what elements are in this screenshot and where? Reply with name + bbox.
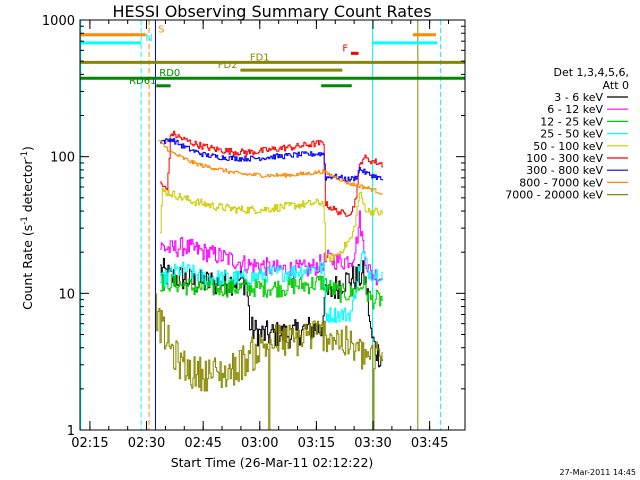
legend-header-attenuator: Att 0	[603, 79, 629, 92]
legend-label-25-50-kev: 25 - 50 keV	[540, 128, 603, 141]
series-7000-20000-kev	[155, 293, 384, 430]
x-tick-label-02-15: 02:15	[71, 436, 108, 451]
y-label-superscript-2: -1	[20, 151, 30, 159]
y-label-superscript-1: -1	[20, 216, 30, 224]
bar-label-rd0: RD0	[159, 68, 180, 79]
svg-text:Count Rate (s-1 detector-1): Count Rate (s-1 detector-1)	[20, 146, 35, 310]
y-tick-label-10: 10	[58, 287, 75, 302]
series-100-300-kev	[160, 130, 384, 217]
x-tick-label-03-15: 03:15	[298, 436, 335, 451]
chart-title: HESSI Observing Summary Count Rates	[112, 2, 431, 21]
plot-frame	[79, 19, 466, 431]
bar-label-fd2: FD2	[218, 60, 238, 71]
legend-label-12-25-kev: 12 - 25 keV	[540, 115, 603, 128]
x-tick-label-03-45: 03:45	[411, 436, 448, 451]
series-6-12-kev	[160, 210, 384, 286]
series-line-800-7000-kev	[158, 140, 383, 195]
x-tick-label-02-45: 02:45	[184, 436, 221, 451]
y-tick-label-100: 100	[50, 151, 75, 166]
series-line-300-800-kev	[160, 138, 384, 182]
legend-label-7000-20000-kev: 7000 - 20000 keV	[505, 189, 603, 202]
legend-label-100-300-kev: 100 - 300 keV	[526, 152, 603, 165]
series-line-7000-20000-kev	[155, 293, 384, 430]
series-line-50-100-kev	[160, 187, 384, 263]
timestamp-label: 27-Mar-2011 14:45	[560, 468, 637, 477]
y-label-main: Count Rate (s	[20, 225, 35, 310]
bar-label-f: F	[342, 43, 348, 54]
x-tick-label-03-30: 03:30	[354, 436, 391, 451]
legend-label-3-6-kev: 3 - 6 keV	[554, 91, 603, 104]
series-line-6-12-kev	[160, 210, 384, 286]
bar-label-s: S	[158, 25, 164, 36]
bar-label-fd1: FD1	[250, 52, 270, 63]
legend-label-300-800-kev: 300 - 800 keV	[526, 164, 603, 177]
series-line-100-300-kev	[160, 130, 384, 217]
series-25-50-kev	[160, 250, 384, 323]
legend-header-detectors: Det 1,3,4,5,6,	[553, 66, 629, 79]
bar-label-rd61: RD61	[129, 76, 156, 87]
x-axis-label: Start Time (26-Mar-11 02:12:22)	[171, 455, 374, 470]
y-tick-label-1: 1	[67, 424, 75, 439]
legend-label-50-100-kev: 50 - 100 keV	[533, 140, 603, 153]
series-300-800-kev	[160, 138, 384, 182]
legend-label-800-7000-kev: 800 - 7000 keV	[519, 176, 603, 189]
y-label-middle: detector	[20, 159, 35, 217]
x-tick-label-02-30: 02:30	[128, 436, 165, 451]
series-line-25-50-kev	[160, 250, 384, 323]
y-axis-label: Count Rate (s-1 detector-1)	[20, 146, 35, 310]
y-tick-label-1000: 1000	[42, 14, 75, 29]
x-tick-label-03-00: 03:00	[241, 436, 278, 451]
series-12-25-kev	[160, 273, 384, 310]
series-50-100-kev	[160, 187, 384, 263]
y-label-end: )	[20, 146, 35, 151]
bar-label-n: N	[145, 33, 152, 44]
legend-label-6-12-kev: 6 - 12 keV	[547, 103, 603, 116]
series-line-12-25-kev	[160, 273, 384, 310]
series-800-7000-kev	[158, 140, 383, 195]
